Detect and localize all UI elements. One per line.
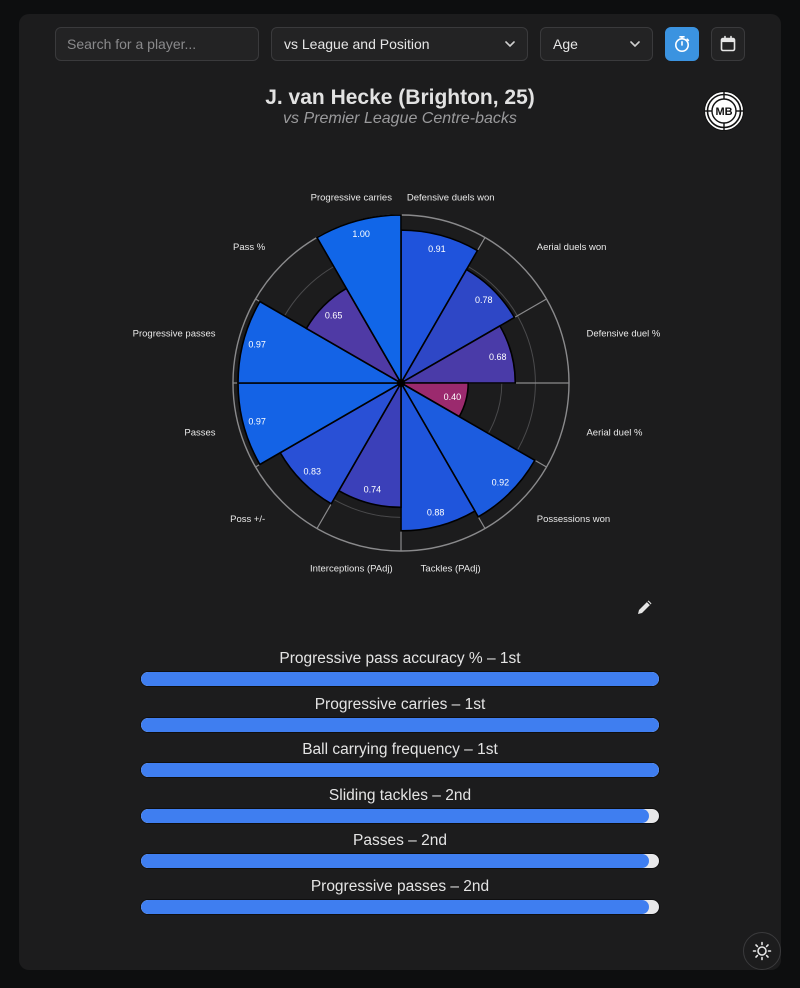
ranking-bar-track [140,853,660,869]
category-label: Aerial duel % [586,428,643,439]
timer-button[interactable] [665,27,699,61]
ranking-bar-fill [141,717,659,732]
category-label: Interceptions (PAdj) [310,563,393,574]
ranking-bar-row: Progressive carries – 1st [140,696,660,742]
polar-area-chart: 0.91 Defensive duels won 0.78 Aerial duels … [133,193,661,575]
age-select[interactable]: Age [540,27,653,61]
svg-text:MB: MB [715,106,732,118]
calendar-button[interactable] [711,27,745,61]
value-label: 1.00 [352,229,370,239]
wedge-8 [237,382,404,466]
player-search-input[interactable] [55,27,259,61]
ranking-bar-fill [141,763,659,777]
value-label: 0.40 [444,392,462,402]
sun-icon [752,941,772,961]
value-label: 0.92 [492,477,510,487]
category-label: Progressive passes [133,328,216,339]
page-title: J. van Hecke (Brighton, 25) [265,86,535,109]
ranking-bar-row: Progressive passes – 2nd [140,878,660,924]
wedge-9 [237,300,404,384]
brand-logo: MB [704,91,744,131]
category-label: Aerial duels won [537,242,607,253]
ranking-bar-track [140,716,660,733]
category-label: Defensive duels won [407,193,495,204]
page-subtitle: vs Premier League Centre-backs [283,110,517,127]
category-label: Tackles (PAdj) [421,563,481,574]
ranking-bar-row: Ball carrying frequency – 1st [140,741,660,787]
age-select-value: Age [553,36,578,52]
toolbar: vs League and Position Age [19,14,781,74]
ranking-bars: Progressive pass accuracy % – 1st Progres… [140,650,660,923]
chart-center [397,379,405,387]
value-label: 0.97 [248,339,266,349]
ranking-bar-track [140,898,660,915]
value-label: 0.91 [428,244,446,254]
value-label: 0.78 [475,295,493,305]
category-label: Defensive duel % [586,328,660,339]
ranking-bar-row: Passes – 2nd [140,832,660,878]
ranking-bar-fill [141,854,649,868]
ranking-bar-label: Progressive passes – 2nd [310,877,490,895]
category-label: Pass % [233,242,266,253]
ranking-bar-track [140,807,660,824]
value-label: 0.83 [304,467,322,477]
value-label: 0.65 [325,311,343,321]
wedge-2 [398,324,517,384]
category-label: Progressive carries [311,193,393,204]
ranking-bar-track [140,671,660,687]
category-label: Poss +/- [230,514,265,525]
chevron-down-icon [505,41,515,48]
comparison-select-value: vs League and Position [284,36,430,52]
ranking-bar-label: Progressive pass accuracy % – 1st [279,650,521,667]
wedge-11 [315,214,402,386]
chevron-down-icon [630,41,640,48]
ranking-bar-fill [141,808,649,823]
main-card: vs League and Position Age [19,14,781,970]
ranking-bar-label: Progressive carries – 1st [314,695,486,713]
ranking-bar-row: Progressive pass accuracy % – 1st [140,650,660,696]
ranking-bar-label: Ball carrying frequency – 1st [302,741,498,758]
ranking-bar-label: Sliding tackles – 2nd [328,786,472,804]
value-label: 0.68 [489,352,507,362]
ranking-bar-fill [141,899,649,914]
ranking-bar-row: Sliding tackles – 2nd [140,787,660,833]
wedge-5 [400,380,477,532]
ranking-bar-track [140,762,660,778]
value-label: 0.74 [364,485,382,495]
pencil-icon[interactable] [635,597,655,617]
stopwatch-icon [675,35,690,52]
value-label: 0.97 [248,417,266,427]
comparison-select[interactable]: vs League and Position [271,27,528,61]
value-label: 0.88 [427,507,445,517]
ranking-bar-label: Passes – 2nd [353,832,447,849]
ranking-bar-fill [141,672,659,686]
category-label: Possessions won [537,514,610,525]
category-label: Passes [184,428,215,439]
wedge-4 [398,380,536,518]
wedge-1 [398,268,516,386]
calendar-icon [720,35,736,52]
theme-toggle-button[interactable] [743,932,781,970]
